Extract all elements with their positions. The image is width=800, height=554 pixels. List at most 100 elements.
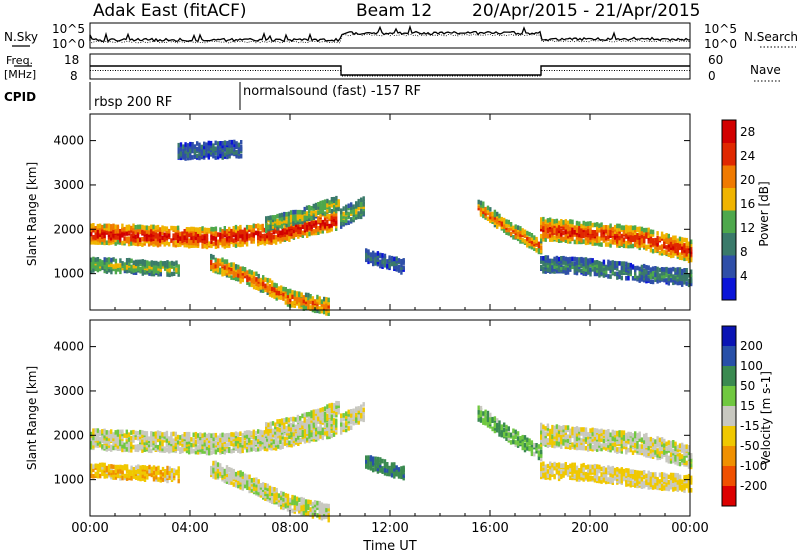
echo-cell [326, 407, 329, 413]
echo-cell [582, 269, 585, 274]
echo-cell [578, 257, 581, 262]
echo-cell [116, 444, 120, 449]
echo-cell [663, 270, 666, 276]
echo-cell [261, 445, 264, 450]
echo-cell [636, 435, 639, 441]
echo-cell [660, 231, 664, 237]
echo-cell [163, 232, 166, 238]
echo-cell [638, 431, 641, 437]
echo-cell [379, 259, 382, 265]
echo-cell [555, 433, 559, 439]
echo-cell [234, 243, 238, 248]
echo-cell [292, 209, 295, 215]
echo-cell [239, 269, 242, 275]
echo-cell [92, 240, 95, 245]
echo-cell [292, 422, 295, 427]
echo-cell [194, 449, 198, 455]
echo-cell [205, 227, 209, 233]
echo-cell [161, 225, 164, 230]
echo-cell [139, 434, 142, 440]
echo-cell [591, 241, 594, 246]
echo-cell [110, 265, 113, 270]
echo-cell [279, 233, 282, 238]
echo-cell [98, 436, 102, 442]
echo-cell [569, 433, 572, 439]
echo-cell [150, 271, 153, 277]
echo-cell [212, 235, 215, 240]
echo-cell [321, 200, 324, 205]
echo-cell [277, 295, 281, 300]
echo-cell [114, 442, 117, 447]
echo-cell [318, 503, 321, 509]
echo-cell [643, 433, 646, 439]
echo-cell [335, 219, 338, 225]
echo-cell [332, 217, 336, 223]
echo-cell [294, 230, 298, 235]
echo-cell [170, 225, 173, 231]
echo-cell [521, 228, 524, 233]
echo-cell [540, 444, 543, 450]
echo-cell [293, 495, 296, 500]
echo-cell [132, 263, 135, 269]
echo-cell [183, 239, 186, 245]
echo-cell [540, 226, 543, 232]
echo-cell [489, 417, 492, 423]
echo-cell [237, 273, 240, 278]
echo-cell [255, 480, 258, 485]
echo-cell [114, 237, 117, 243]
echo-cell [223, 244, 226, 249]
echo-cell [687, 249, 691, 254]
echo-cell [181, 445, 184, 450]
echo-cell [625, 243, 628, 249]
echo-cell [335, 211, 338, 217]
echo-cell [128, 469, 131, 475]
echo-cell [310, 206, 313, 211]
echo-cell [248, 438, 251, 443]
echo-cell [119, 469, 122, 474]
echo-cell [252, 284, 256, 290]
echo-cell [166, 478, 169, 484]
echo-cell [155, 474, 158, 480]
echo-cell [542, 266, 545, 272]
echo-cell [283, 436, 287, 442]
echo-cell [271, 224, 275, 229]
echo-cell [283, 439, 287, 444]
echo-cell [342, 206, 345, 211]
echo-cell [292, 416, 295, 422]
echo-cell [154, 443, 157, 448]
echo-cell [376, 459, 380, 465]
echo-cell [185, 242, 189, 248]
echo-cell [381, 255, 384, 261]
echo-cell [143, 267, 147, 273]
echo-cell [125, 231, 128, 236]
echo-cell [294, 417, 297, 422]
echo-cell [321, 427, 324, 433]
echo-cell [604, 235, 608, 241]
echo-cell [303, 230, 307, 236]
echo-cell [313, 508, 317, 513]
echo-cell [643, 447, 646, 453]
echo-cell [638, 434, 641, 439]
echo-cell [159, 478, 162, 483]
echo-cell [656, 438, 659, 444]
echo-cell [386, 468, 389, 473]
echo-cell [355, 415, 358, 421]
echo-cell [228, 271, 231, 277]
echo-cell [143, 470, 147, 475]
echo-cell [221, 470, 224, 476]
echo-cell [223, 471, 226, 476]
echo-cell [400, 265, 403, 270]
echo-cell [678, 274, 682, 280]
echo-cell [526, 446, 529, 451]
echo-cell [591, 229, 594, 235]
echo-cell [127, 440, 131, 445]
echo-cell [477, 412, 480, 417]
echo-cell [150, 237, 153, 242]
echo-cell [297, 438, 300, 443]
echo-cell [271, 499, 274, 504]
echo-cell [154, 440, 157, 446]
echo-cell [259, 281, 263, 286]
echo-cell [105, 228, 108, 234]
echo-cell [651, 445, 655, 450]
